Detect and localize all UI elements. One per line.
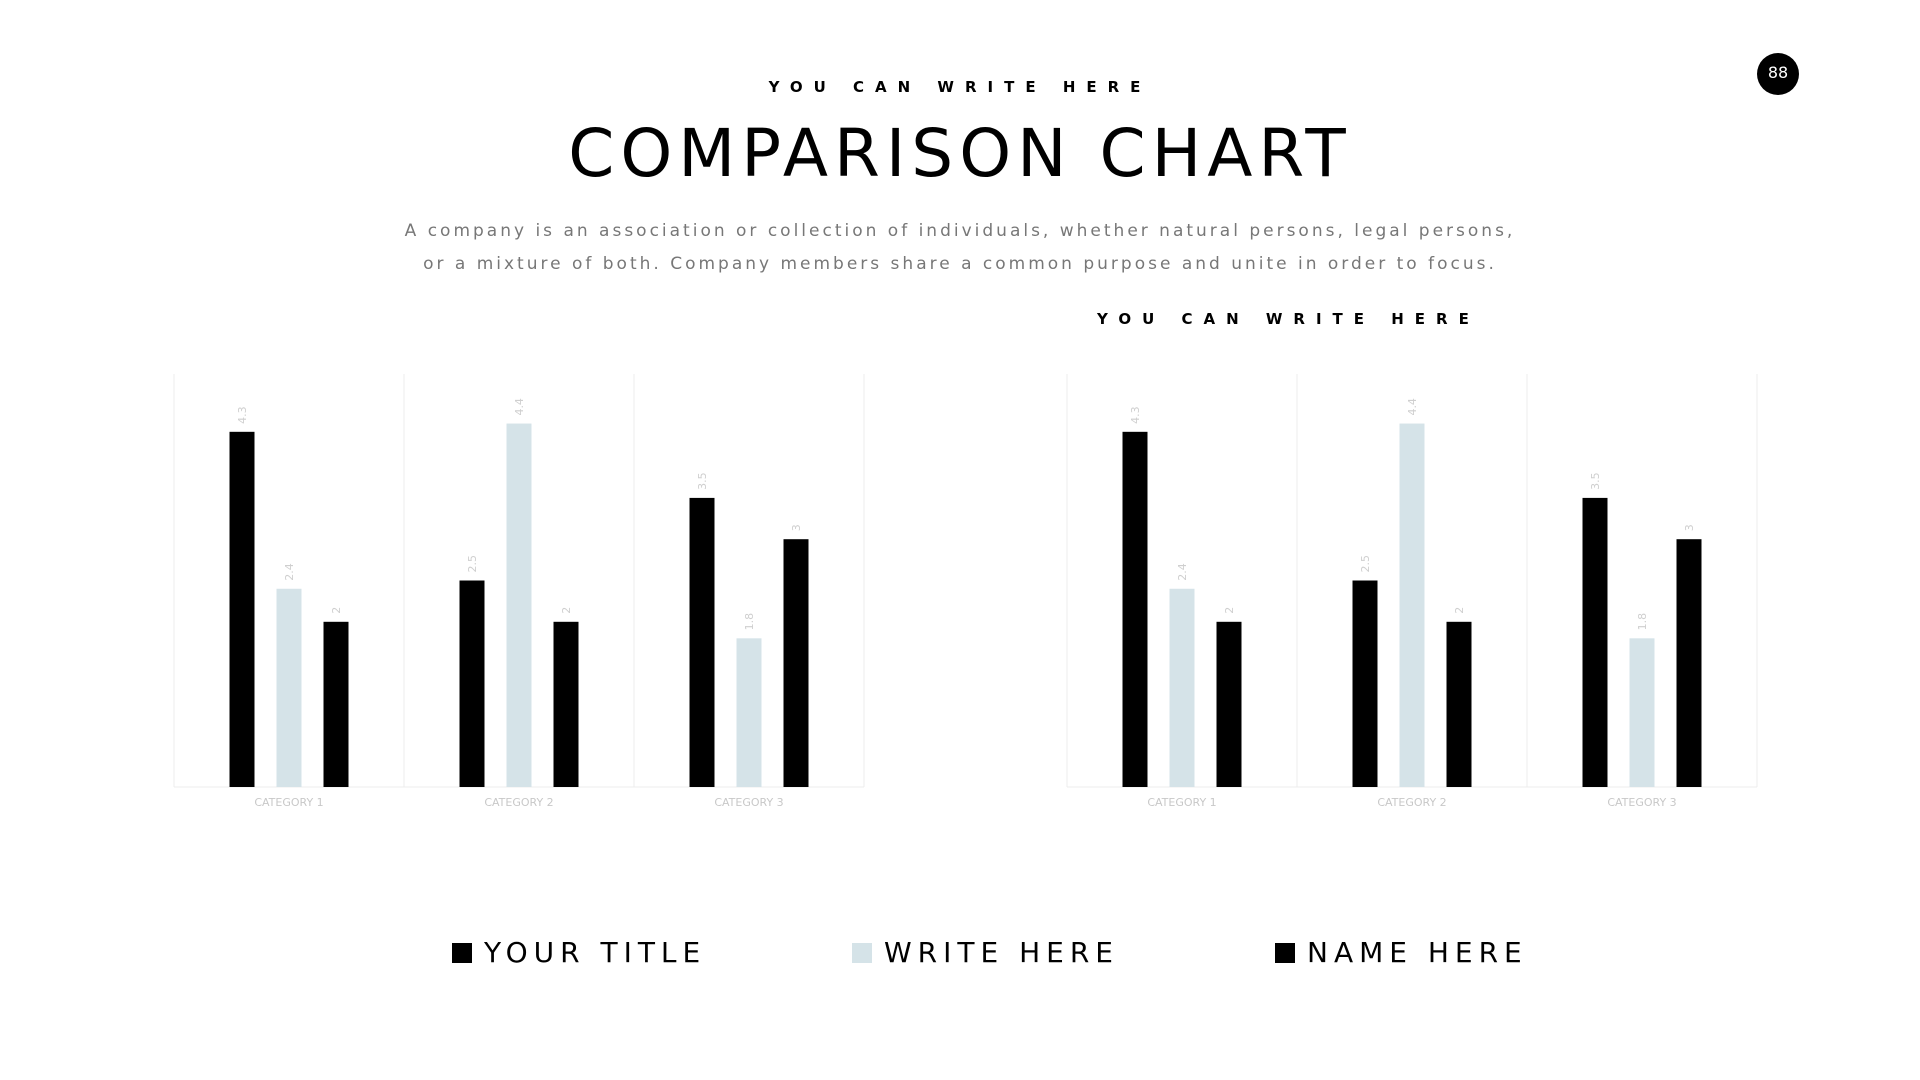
bar (1352, 580, 1378, 787)
bar (1122, 431, 1148, 787)
data-label: 4.3 (1129, 406, 1142, 424)
data-label: 2.4 (1176, 563, 1189, 581)
bar (553, 621, 579, 787)
data-label: 2.5 (1359, 555, 1372, 573)
data-label: 2 (330, 607, 343, 614)
bar (459, 580, 485, 787)
category-tick-label: CATEGORY 1 (254, 796, 323, 809)
data-label: 1.8 (743, 613, 756, 631)
data-label: 1.8 (1636, 613, 1649, 631)
overlay-kicker-text: YOU CAN WRITE HERE (1097, 310, 1480, 328)
legend-item: WRITE HERE (852, 936, 1119, 969)
bar-chart-right: 4.3 2.4 2 CATEGORY 1 2.5 4.4 2 CATEGORY 2 3.5 1.8… (1066, 374, 1758, 814)
data-label: 3.5 (1589, 472, 1602, 490)
bar-chart-left: 4.3 2.4 2 CATEGORY 1 2.5 4.4 2 CATEGORY 2 3.5 1.8… (173, 374, 865, 814)
category-tick-label: CATEGORY 1 (1147, 796, 1216, 809)
data-label: 3.5 (696, 472, 709, 490)
bar (506, 423, 532, 787)
data-label: 4.4 (513, 398, 526, 416)
bar (1216, 621, 1242, 787)
description-line: or a mixture of both. Company members sh… (423, 254, 1497, 274)
data-label: 2 (560, 607, 573, 614)
bar (323, 621, 349, 787)
data-label: 2 (1223, 607, 1236, 614)
legend-item: YOUR TITLE (452, 936, 706, 969)
legend-item: NAME HERE (1275, 936, 1528, 969)
bar (1582, 497, 1608, 787)
legend-swatch (452, 942, 472, 963)
chart-svg: 4.3 2.4 2 CATEGORY 1 2.5 4.4 2 CATEGORY 2 3.5 1.8… (173, 374, 865, 809)
category-tick-label: CATEGORY 3 (1607, 796, 1676, 809)
bar (1629, 638, 1655, 787)
bar (276, 588, 302, 787)
data-label: 3 (1683, 524, 1696, 531)
bar (783, 539, 809, 787)
legend-label: YOUR TITLE (484, 936, 707, 969)
legend-label: WRITE HERE (884, 936, 1119, 969)
data-label: 2.5 (466, 555, 479, 573)
legend-swatch (1275, 942, 1295, 963)
data-label: 3 (790, 524, 803, 531)
page-title: COMPARISON CHART (568, 115, 1352, 192)
category-tick-label: CATEGORY 2 (1377, 796, 1446, 809)
description: A company is an association or collectio… (0, 215, 1920, 281)
data-label: 4.4 (1406, 398, 1419, 416)
data-label: 2.4 (283, 563, 296, 581)
category-tick-label: CATEGORY 2 (484, 796, 553, 809)
page-number-badge: 88 (1757, 53, 1799, 95)
kicker-text: YOU CAN WRITE HERE (768, 78, 1152, 96)
bar (1446, 621, 1472, 787)
bar (1169, 588, 1195, 787)
bar (229, 431, 255, 787)
bar (736, 638, 762, 787)
category-tick-label: CATEGORY 3 (714, 796, 783, 809)
data-label: 2 (1453, 607, 1466, 614)
bar (689, 497, 715, 787)
chart-svg: 4.3 2.4 2 CATEGORY 1 2.5 4.4 2 CATEGORY 2 3.5 1.8… (1066, 374, 1758, 809)
bar (1676, 539, 1702, 787)
description-line: A company is an association or collectio… (404, 221, 1516, 241)
bar (1399, 423, 1425, 787)
legend-label: NAME HERE (1307, 936, 1528, 969)
legend-swatch (852, 942, 872, 963)
data-label: 4.3 (236, 406, 249, 424)
